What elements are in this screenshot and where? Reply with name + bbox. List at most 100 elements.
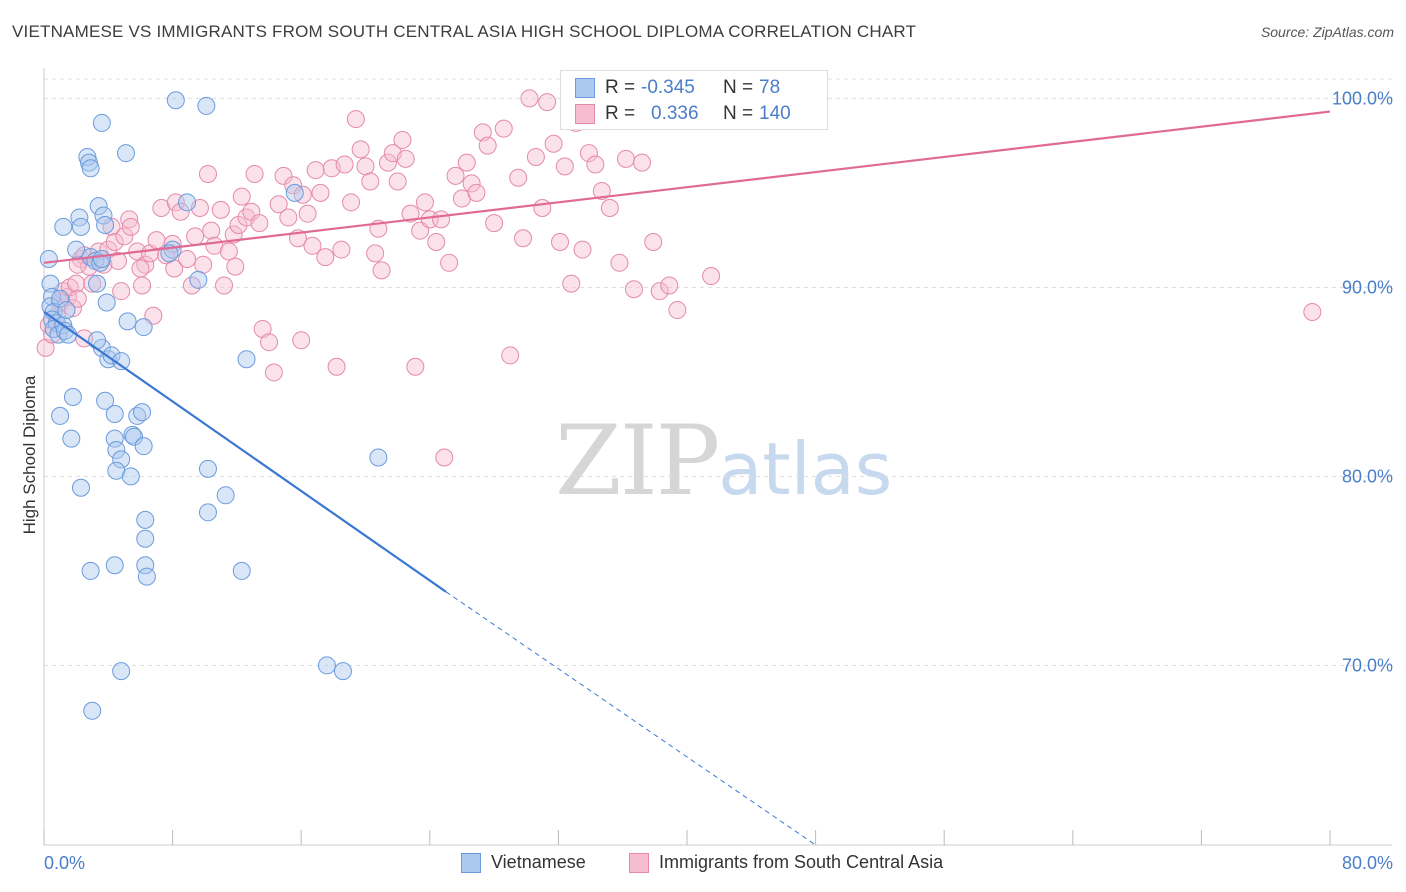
data-point-vietnamese [62,429,81,448]
watermark-atlas: atlas [718,427,893,511]
legend-r-value: -0.345 [641,77,695,98]
legend-n-value: 140 [759,103,791,124]
data-point-vietnamese [107,440,126,459]
series-vietnamese-points [39,91,388,720]
data-point-immigrants [562,274,581,293]
trendlines [43,110,1331,846]
legend-n-label: N = [723,77,754,98]
data-point-vietnamese [197,96,216,115]
data-point-immigrants [372,261,391,280]
data-point-vietnamese [136,556,155,575]
y-tick-label: 70.0% [1342,655,1393,675]
data-point-immigrants [351,140,370,159]
data-point-immigrants [406,357,425,376]
legend-item-vietnamese[interactable]: Vietnamese [461,852,586,873]
data-point-vietnamese [70,208,89,227]
data-point-vietnamese [83,701,102,720]
data-point-immigrants [379,153,398,172]
data-point-vietnamese [118,312,137,331]
data-point-vietnamese [369,448,388,467]
legend-swatch-pink [629,852,649,873]
data-point-immigrants [171,202,190,221]
data-point-immigrants [311,183,330,202]
data-point-immigrants [279,208,298,227]
data-point-vietnamese [51,406,70,425]
data-point-immigrants [446,166,465,185]
data-point-immigrants [198,164,217,183]
data-point-immigrants [600,198,619,217]
legend-swatch-pink [575,104,595,124]
data-point-vietnamese [81,561,100,580]
data-point-immigrants [178,250,197,269]
data-point-vietnamese [112,450,131,469]
data-point-immigrants [485,214,504,233]
data-point-immigrants [219,242,238,261]
data-point-vietnamese [102,346,121,365]
data-point-immigrants [335,155,354,174]
data-point-immigrants [467,183,486,202]
data-point-vietnamese [96,391,115,410]
data-point-vietnamese [136,529,155,548]
legend-r-label: R = [605,77,636,98]
data-point-vietnamese [232,561,251,580]
chart-title: VIETNAMESE VS IMMIGRANTS FROM SOUTH CENT… [12,22,917,41]
data-point-immigrants [551,233,570,252]
source-label: Source: ZipAtlas.com [1260,24,1394,40]
data-point-immigrants [346,110,365,129]
legend-row-immigrants: R = 0.336 N = 140 [575,102,791,126]
data-point-immigrants [1303,302,1322,321]
data-point-immigrants [298,204,317,223]
data-point-vietnamese [317,656,336,675]
data-point-vietnamese [88,331,107,350]
x-tick-label-max: 80.0% [1342,853,1393,873]
zipatlas-watermark: ZIPatlas [555,405,892,517]
trendline-vietnamese [43,311,447,593]
data-point-vietnamese [71,478,90,497]
data-point-immigrants [250,214,269,233]
data-point-immigrants [108,251,127,270]
data-point-immigrants [215,276,234,295]
data-point-immigrants [624,280,643,299]
data-point-immigrants [579,144,598,163]
data-point-immigrants [253,319,272,338]
data-point-immigrants [538,93,557,112]
data-point-immigrants [232,187,251,206]
data-point-vietnamese [94,206,113,225]
data-point-immigrants [632,153,651,172]
data-point-vietnamese [116,144,135,163]
data-point-immigrants [274,166,293,185]
data-point-vietnamese [237,350,256,369]
correlation-legend: R = -0.345 N = 78 R = 0.336 N = 140 [560,70,828,130]
legend-item-immigrants[interactable]: Immigrants from South Central Asia [629,852,943,873]
data-point-vietnamese [333,662,352,681]
trendline-immigrants [43,110,1331,264]
data-point-vietnamese [57,301,76,320]
data-point-immigrants [544,134,563,153]
data-point-immigrants [494,119,513,138]
data-point-vietnamese [105,556,124,575]
data-point-immigrants [284,176,303,195]
data-point-immigrants [457,153,476,172]
data-point-vietnamese [71,217,90,236]
data-point-vietnamese [63,388,82,407]
data-point-immigrants [555,157,574,176]
data-point-immigrants [147,231,166,250]
data-point-immigrants [342,193,361,212]
series-legend: Vietnamese Immigrants from South Central… [0,852,1406,876]
data-point-vietnamese [105,405,124,424]
data-point-immigrants [586,155,605,174]
y-tick-label: 100.0% [1332,88,1393,108]
data-point-immigrants [415,193,434,212]
data-point-vietnamese [125,427,144,446]
data-point-immigrants [120,210,139,229]
data-point-immigrants [440,253,459,272]
data-point-immigrants [63,299,82,318]
data-point-immigrants [478,136,497,155]
data-point-immigrants [131,259,150,278]
data-point-immigrants [67,274,86,293]
data-point-immigrants [327,357,346,376]
data-point-vietnamese [134,318,153,337]
data-point-vietnamese [112,662,131,681]
data-point-immigrants [660,276,679,295]
